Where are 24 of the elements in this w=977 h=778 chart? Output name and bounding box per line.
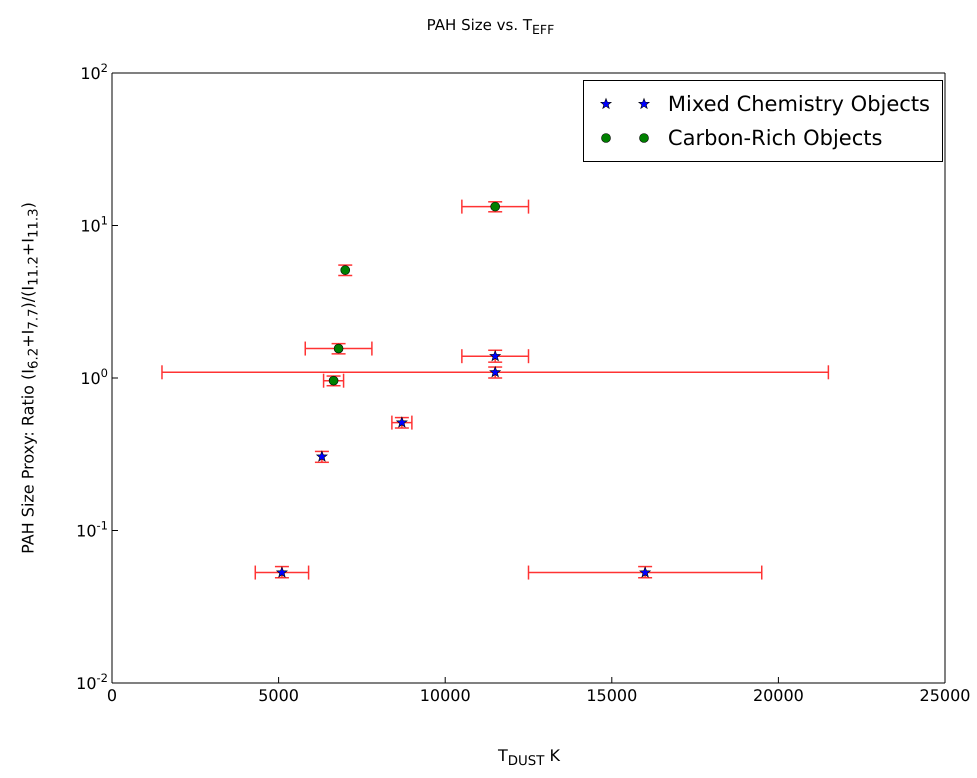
x-tick-label: 25000: [920, 686, 970, 705]
point: [328, 376, 338, 386]
x-axis-title: T$_{DUST}$ K: [497, 746, 562, 769]
point: [276, 566, 288, 578]
point: [334, 344, 344, 354]
point: [490, 366, 501, 378]
x-tick-label: 15000: [586, 686, 638, 705]
y-tick-label: 10$^{-1}$: [76, 518, 108, 540]
chart-title: PAH Size vs. T$_{EFF}$: [426, 16, 556, 37]
x-tick-label: 5000: [258, 686, 299, 705]
y-tick-label: 10$^{0}$: [80, 366, 108, 388]
legend-label: Carbon-Rich Objects: [668, 126, 882, 150]
y-tick-label: 10$^{2}$: [80, 61, 108, 83]
point: [340, 265, 350, 275]
x-tick-label: 0: [106, 686, 118, 705]
legend-label: Mixed Chemistry Objects: [668, 92, 930, 116]
point: [490, 350, 501, 361]
point: [316, 450, 328, 462]
y-tick-label: 10$^{1}$: [80, 214, 108, 236]
point: [640, 566, 651, 578]
x-tick-label: 10000: [420, 686, 471, 705]
point: [490, 202, 500, 212]
y-tick-label: 10$^{-2}$: [76, 671, 108, 693]
x-tick-label: 20000: [752, 686, 804, 705]
